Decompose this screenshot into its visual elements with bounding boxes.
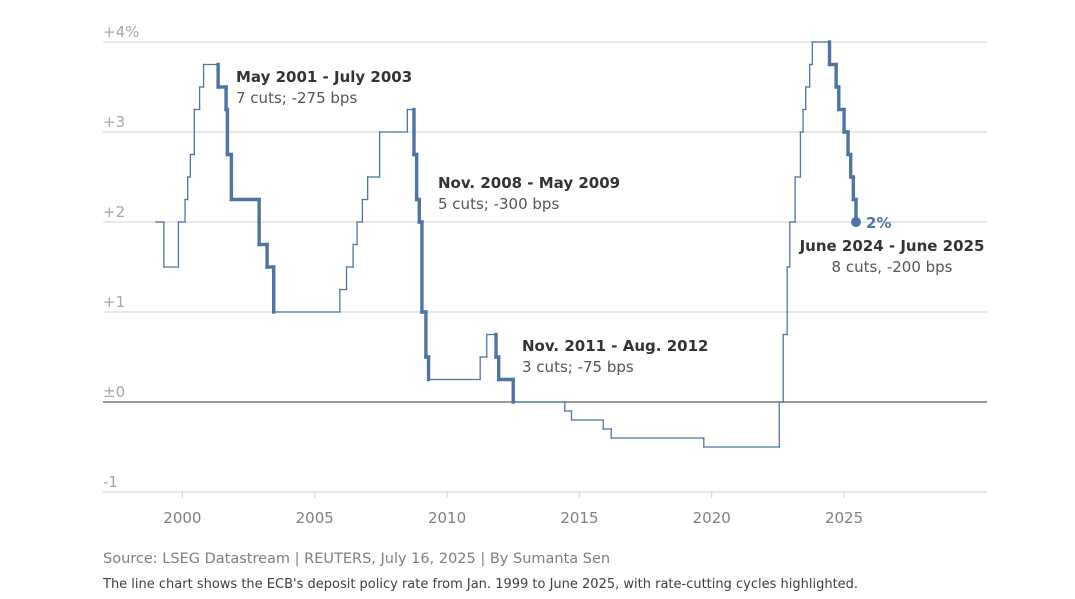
annotation-title-2011: Nov. 2011 - Aug. 2012 (522, 337, 708, 355)
annotation-sub-2008: 5 cuts; -300 bps (438, 195, 559, 213)
x-axis-ticks: 2000 2005 2010 2015 2020 2025 (163, 492, 863, 527)
chart-description: The line chart shows the ECB's deposit p… (103, 577, 859, 592)
end-point-marker (850, 217, 861, 227)
x-tick-label: 2025 (825, 509, 863, 527)
annotation-sub-2001: 7 cuts; -275 bps (236, 89, 357, 107)
x-tick-label: 2005 (296, 509, 334, 527)
annotation-title-2001: May 2001 - July 2003 (236, 68, 412, 86)
x-tick-label: 2010 (428, 509, 466, 527)
x-tick-label: 2000 (163, 509, 201, 527)
x-tick-label: 2020 (693, 509, 731, 527)
annotation-title-2008: Nov. 2008 - May 2009 (438, 174, 620, 192)
annotation-sub-2024: 8 cuts, -200 bps (832, 258, 953, 276)
annotation-title-2024: June 2024 - June 2025 (799, 237, 985, 255)
y-tick-label: +3 (103, 113, 125, 131)
source-line: Source: LSEG Datastream | REUTERS, July … (103, 551, 611, 567)
end-point-label: 2% (866, 214, 891, 232)
y-tick-label: +1 (103, 293, 125, 311)
y-tick-label: ±0 (103, 383, 125, 401)
x-tick-label: 2015 (560, 509, 598, 527)
y-axis-ticks: +4% +3 +2 +1 ±0 -1 (103, 23, 139, 491)
y-tick-label: -1 (103, 473, 118, 491)
y-tick-label: +4% (103, 23, 139, 41)
annotation-sub-2011: 3 cuts; -75 bps (522, 358, 634, 376)
rate-series (155, 40, 858, 448)
y-tick-label: +2 (103, 203, 125, 221)
chart: +4% +3 +2 +1 ±0 -1 2000 2005 2010 2015 2020 2025 M… (103, 23, 987, 527)
